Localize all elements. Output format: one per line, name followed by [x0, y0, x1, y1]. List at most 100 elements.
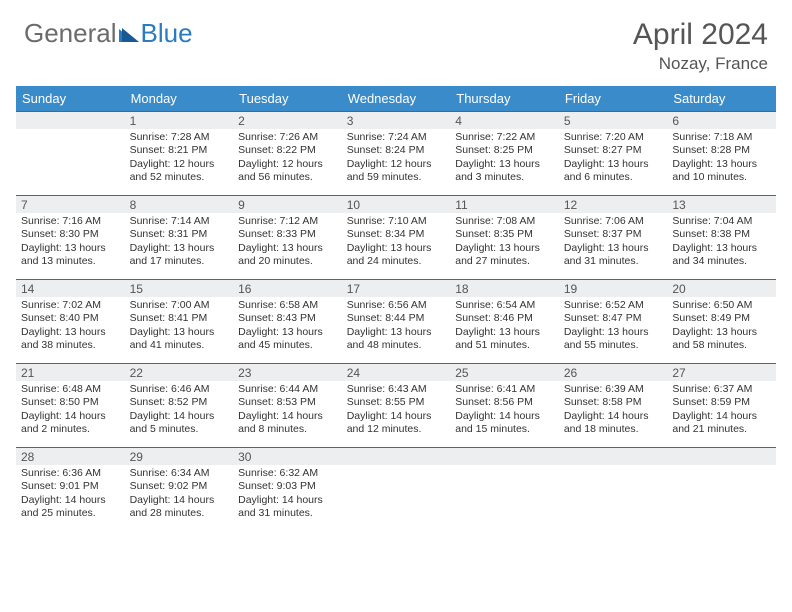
sunset-line: Sunset: 8:59 PM [672, 396, 771, 409]
calendar-cell: 16Sunrise: 6:58 AMSunset: 8:43 PMDayligh… [233, 279, 342, 363]
day-number: 22 [130, 366, 143, 380]
day-number-row: 20 [667, 280, 776, 297]
day-box: 2Sunrise: 7:26 AMSunset: 8:22 PMDaylight… [233, 111, 342, 195]
day-number-row: 28 [16, 448, 125, 465]
brand-part1: General [24, 18, 117, 49]
sunset-line: Sunset: 8:27 PM [564, 144, 663, 157]
day-text: Sunrise: 7:14 AMSunset: 8:31 PMDaylight:… [125, 213, 234, 273]
day-text: Sunrise: 7:16 AMSunset: 8:30 PMDaylight:… [16, 213, 125, 273]
sunset-line: Sunset: 8:43 PM [238, 312, 337, 325]
brand-logo: General Blue [24, 18, 193, 49]
day-box: 12Sunrise: 7:06 AMSunset: 8:37 PMDayligh… [559, 195, 668, 279]
sunrise-line: Sunrise: 7:14 AM [130, 215, 229, 228]
day-box: 14Sunrise: 7:02 AMSunset: 8:40 PMDayligh… [16, 279, 125, 363]
day-number: 28 [21, 450, 34, 464]
day-box: 4Sunrise: 7:22 AMSunset: 8:25 PMDaylight… [450, 111, 559, 195]
logo-icon [119, 18, 141, 49]
weekday-row: SundayMondayTuesdayWednesdayThursdayFrid… [16, 86, 776, 111]
calendar-cell: 30Sunrise: 6:32 AMSunset: 9:03 PMDayligh… [233, 447, 342, 531]
day-number: 10 [347, 198, 360, 212]
day-box: 30Sunrise: 6:32 AMSunset: 9:03 PMDayligh… [233, 447, 342, 531]
calendar-cell-empty [342, 447, 451, 531]
day-number-row: 6 [667, 112, 776, 129]
sunset-line: Sunset: 8:44 PM [347, 312, 446, 325]
sunrise-line: Sunrise: 6:46 AM [130, 383, 229, 396]
sunrise-line: Sunrise: 7:12 AM [238, 215, 337, 228]
daylight-line: Daylight: 14 hours and 15 minutes. [455, 410, 554, 437]
calendar-cell: 10Sunrise: 7:10 AMSunset: 8:34 PMDayligh… [342, 195, 451, 279]
daylight-line: Daylight: 12 hours and 56 minutes. [238, 158, 337, 185]
location: Nozay, France [633, 54, 768, 74]
daylight-line: Daylight: 13 hours and 58 minutes. [672, 326, 771, 353]
daylight-line: Daylight: 14 hours and 12 minutes. [347, 410, 446, 437]
sunset-line: Sunset: 8:58 PM [564, 396, 663, 409]
sunrise-line: Sunrise: 6:34 AM [130, 467, 229, 480]
sunrise-line: Sunrise: 6:37 AM [672, 383, 771, 396]
calendar-cell: 3Sunrise: 7:24 AMSunset: 8:24 PMDaylight… [342, 111, 451, 195]
day-text: Sunrise: 6:48 AMSunset: 8:50 PMDaylight:… [16, 381, 125, 441]
sunrise-line: Sunrise: 6:41 AM [455, 383, 554, 396]
sunset-line: Sunset: 8:46 PM [455, 312, 554, 325]
sunset-line: Sunset: 8:34 PM [347, 228, 446, 241]
day-number: 20 [672, 282, 685, 296]
calendar-row: 7Sunrise: 7:16 AMSunset: 8:30 PMDaylight… [16, 195, 776, 279]
month-title: April 2024 [633, 18, 768, 52]
sunrise-line: Sunrise: 6:52 AM [564, 299, 663, 312]
day-number: 29 [130, 450, 143, 464]
calendar-cell: 12Sunrise: 7:06 AMSunset: 8:37 PMDayligh… [559, 195, 668, 279]
sunrise-line: Sunrise: 7:24 AM [347, 131, 446, 144]
day-text: Sunrise: 7:00 AMSunset: 8:41 PMDaylight:… [125, 297, 234, 357]
sunrise-line: Sunrise: 6:58 AM [238, 299, 337, 312]
day-text: Sunrise: 7:08 AMSunset: 8:35 PMDaylight:… [450, 213, 559, 273]
day-box: 9Sunrise: 7:12 AMSunset: 8:33 PMDaylight… [233, 195, 342, 279]
day-number-row: 17 [342, 280, 451, 297]
calendar-cell-empty [450, 447, 559, 531]
day-number-row: 16 [233, 280, 342, 297]
day-number: 2 [238, 114, 245, 128]
sunrise-line: Sunrise: 7:04 AM [672, 215, 771, 228]
calendar-cell: 23Sunrise: 6:44 AMSunset: 8:53 PMDayligh… [233, 363, 342, 447]
day-box: 11Sunrise: 7:08 AMSunset: 8:35 PMDayligh… [450, 195, 559, 279]
calendar-cell: 13Sunrise: 7:04 AMSunset: 8:38 PMDayligh… [667, 195, 776, 279]
sunset-line: Sunset: 8:52 PM [130, 396, 229, 409]
day-text: Sunrise: 7:10 AMSunset: 8:34 PMDaylight:… [342, 213, 451, 273]
calendar-row: 21Sunrise: 6:48 AMSunset: 8:50 PMDayligh… [16, 363, 776, 447]
sunrise-line: Sunrise: 7:10 AM [347, 215, 446, 228]
day-number-row: 25 [450, 364, 559, 381]
daylight-line: Daylight: 13 hours and 24 minutes. [347, 242, 446, 269]
daylight-line: Daylight: 14 hours and 18 minutes. [564, 410, 663, 437]
day-number-row: 29 [125, 448, 234, 465]
calendar-cell: 29Sunrise: 6:34 AMSunset: 9:02 PMDayligh… [125, 447, 234, 531]
day-number: 24 [347, 366, 360, 380]
weekday-header: Wednesday [342, 86, 451, 111]
calendar-cell: 2Sunrise: 7:26 AMSunset: 8:22 PMDaylight… [233, 111, 342, 195]
day-box: 18Sunrise: 6:54 AMSunset: 8:46 PMDayligh… [450, 279, 559, 363]
sunrise-line: Sunrise: 6:44 AM [238, 383, 337, 396]
sunset-line: Sunset: 8:25 PM [455, 144, 554, 157]
daylight-line: Daylight: 14 hours and 2 minutes. [21, 410, 120, 437]
calendar-cell: 5Sunrise: 7:20 AMSunset: 8:27 PMDaylight… [559, 111, 668, 195]
sunrise-line: Sunrise: 6:39 AM [564, 383, 663, 396]
daylight-line: Daylight: 13 hours and 41 minutes. [130, 326, 229, 353]
daylight-line: Daylight: 13 hours and 27 minutes. [455, 242, 554, 269]
daylight-line: Daylight: 13 hours and 31 minutes. [564, 242, 663, 269]
day-text: Sunrise: 6:32 AMSunset: 9:03 PMDaylight:… [233, 465, 342, 525]
day-box: 20Sunrise: 6:50 AMSunset: 8:49 PMDayligh… [667, 279, 776, 363]
day-number: 8 [130, 198, 137, 212]
day-box: 28Sunrise: 6:36 AMSunset: 9:01 PMDayligh… [16, 447, 125, 531]
sunset-line: Sunset: 8:56 PM [455, 396, 554, 409]
day-number: 26 [564, 366, 577, 380]
day-text: Sunrise: 6:58 AMSunset: 8:43 PMDaylight:… [233, 297, 342, 357]
day-number-row: 10 [342, 196, 451, 213]
daylight-line: Daylight: 13 hours and 34 minutes. [672, 242, 771, 269]
day-box: 7Sunrise: 7:16 AMSunset: 8:30 PMDaylight… [16, 195, 125, 279]
sunrise-line: Sunrise: 6:50 AM [672, 299, 771, 312]
day-number-row: 1 [125, 112, 234, 129]
sunset-line: Sunset: 9:02 PM [130, 480, 229, 493]
calendar-cell: 27Sunrise: 6:37 AMSunset: 8:59 PMDayligh… [667, 363, 776, 447]
daylight-line: Daylight: 13 hours and 45 minutes. [238, 326, 337, 353]
sunrise-line: Sunrise: 7:00 AM [130, 299, 229, 312]
sunset-line: Sunset: 8:40 PM [21, 312, 120, 325]
calendar-cell-empty [667, 447, 776, 531]
day-text: Sunrise: 6:39 AMSunset: 8:58 PMDaylight:… [559, 381, 668, 441]
